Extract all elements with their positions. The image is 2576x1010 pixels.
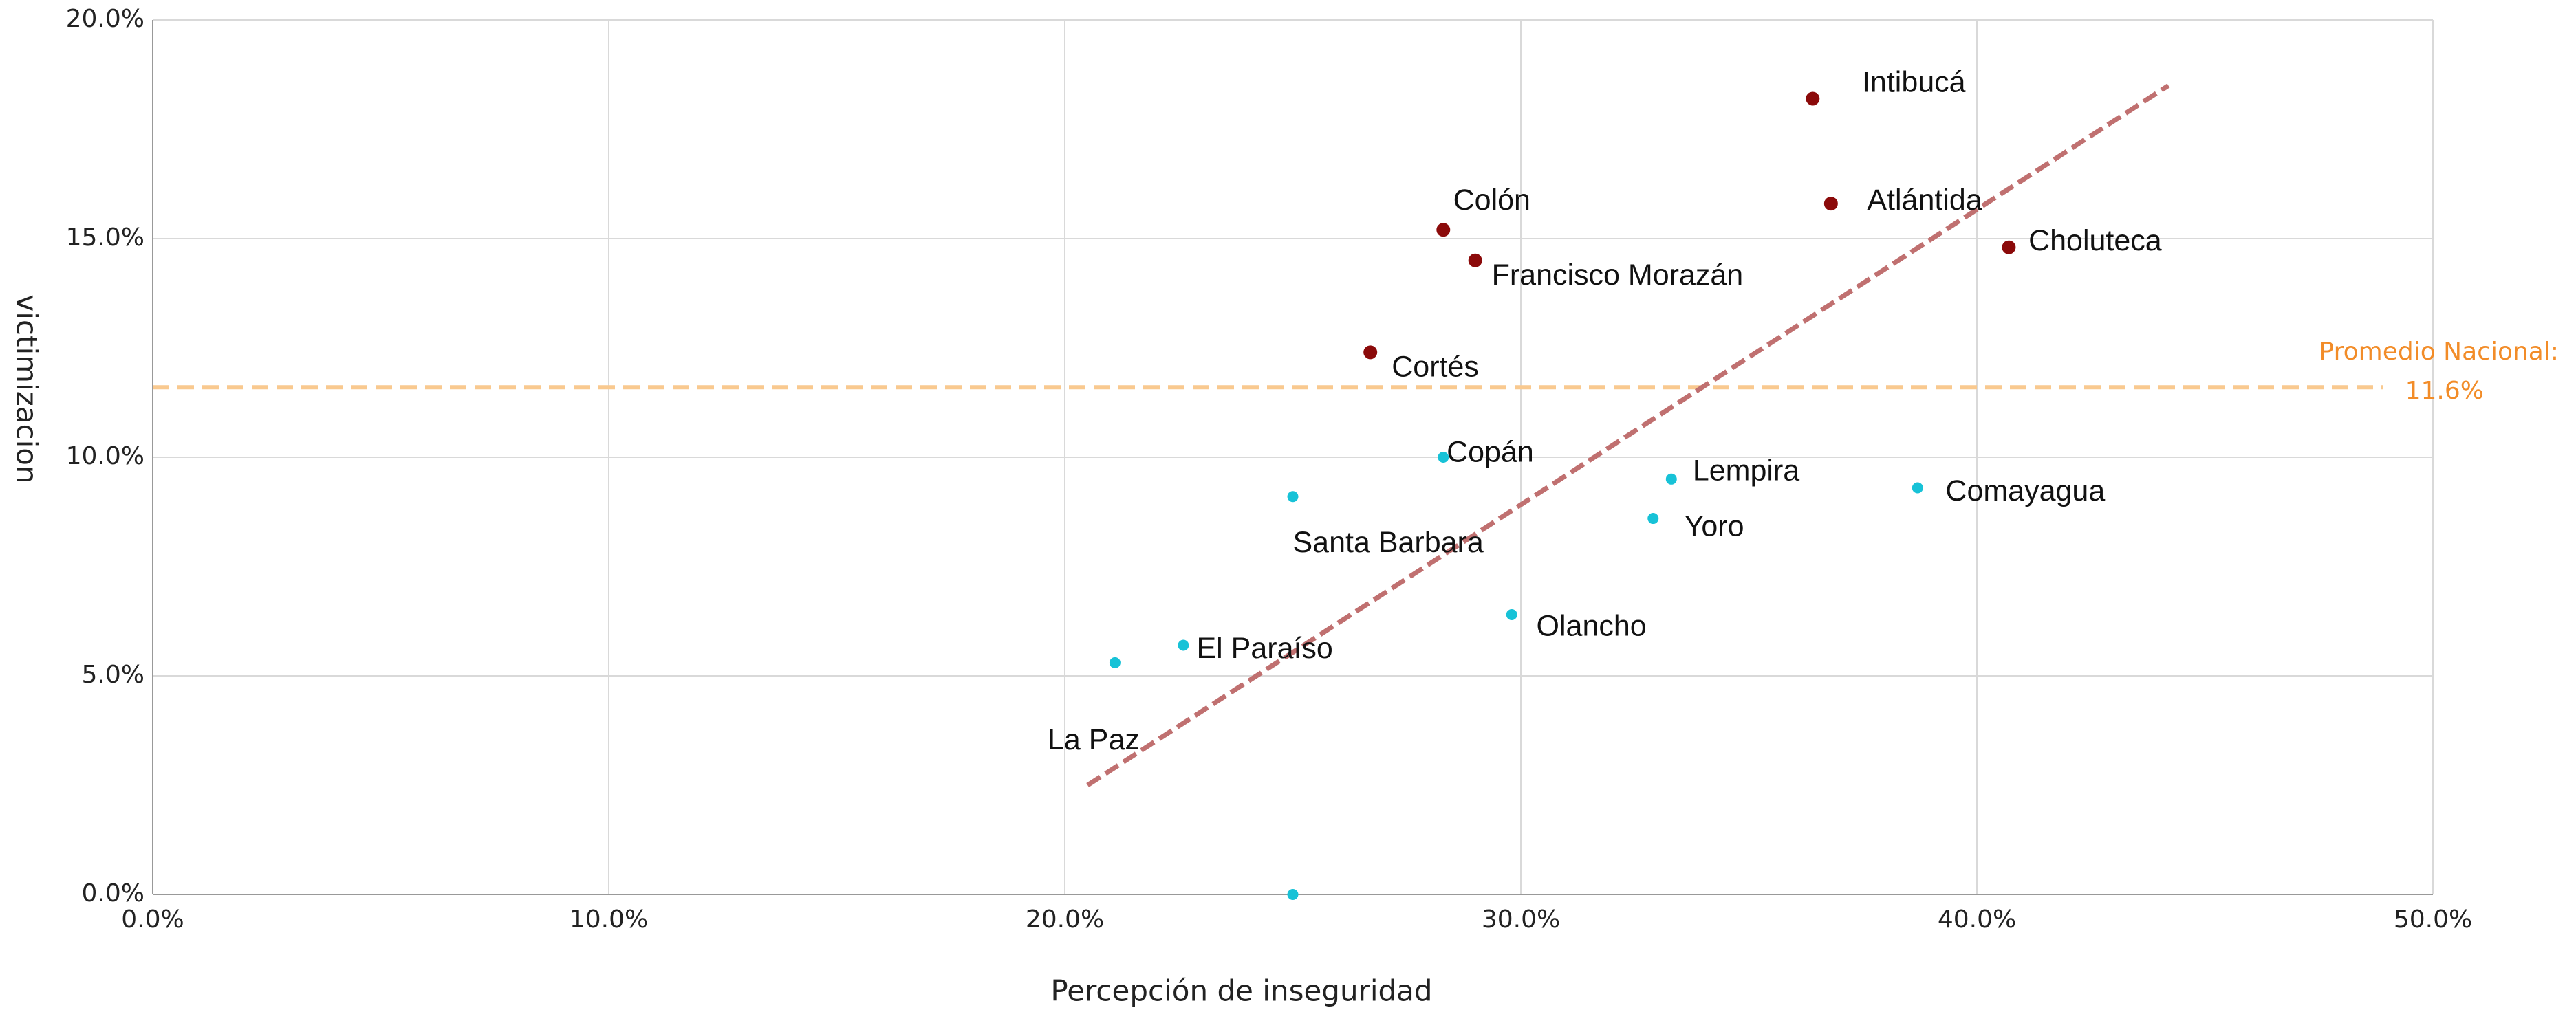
point [1806, 91, 1820, 106]
point [1287, 889, 1299, 900]
point-label: Comayagua [1945, 474, 2105, 507]
y-tick-label: 20.0% [66, 5, 144, 33]
x-tick-label: 40.0% [1938, 905, 2016, 934]
point [1436, 223, 1451, 237]
x-axis-title: Percepción de inseguridad [1050, 974, 1432, 1008]
y-tick-label: 0.0% [82, 879, 144, 908]
x-tick-label: 30.0% [1482, 905, 1560, 934]
average-value: 11.6% [2405, 377, 2484, 405]
y-tick-label: 5.0% [82, 661, 144, 689]
point-label: Atlántida [1867, 184, 1982, 217]
point [1912, 482, 1923, 494]
point-label: Colón [1453, 184, 1530, 217]
point [1468, 253, 1482, 267]
point-label: Yoro [1685, 510, 1744, 543]
x-tick-label: 50.0% [2394, 905, 2472, 934]
point-label: Choluteca [2028, 224, 2162, 257]
point-label: Lempira [1693, 454, 1799, 487]
x-tick-label: 0.0% [121, 905, 184, 934]
x-tick-label: 20.0% [1026, 905, 1104, 934]
point-label: Intibucá [1862, 65, 1966, 98]
point [1287, 491, 1299, 503]
point-label: Santa Barbara [1293, 526, 1484, 559]
point [2002, 240, 2016, 254]
point [1109, 657, 1121, 668]
point-label: Cortés [1392, 351, 1479, 384]
y-tick-label: 15.0% [66, 223, 144, 252]
point [1647, 513, 1659, 525]
point-label: Olancho [1537, 609, 1647, 642]
point-label: Francisco Morazán [1492, 259, 1744, 292]
point [1665, 473, 1677, 485]
point [1178, 639, 1189, 651]
trendline [1086, 83, 2170, 787]
y-tick-label: 10.0% [66, 442, 144, 470]
point [1438, 452, 1449, 463]
point [1823, 197, 1838, 211]
point [1506, 608, 1517, 620]
point-label: El Paraíso [1196, 632, 1332, 665]
y-axis-title: victimizacion [10, 294, 44, 483]
point [1363, 345, 1378, 360]
point-label: Copán [1447, 436, 1534, 469]
average-label: Promedio Nacional: [2319, 338, 2559, 366]
point-label: La Paz [1048, 723, 1140, 756]
x-tick-label: 10.0% [570, 905, 648, 934]
